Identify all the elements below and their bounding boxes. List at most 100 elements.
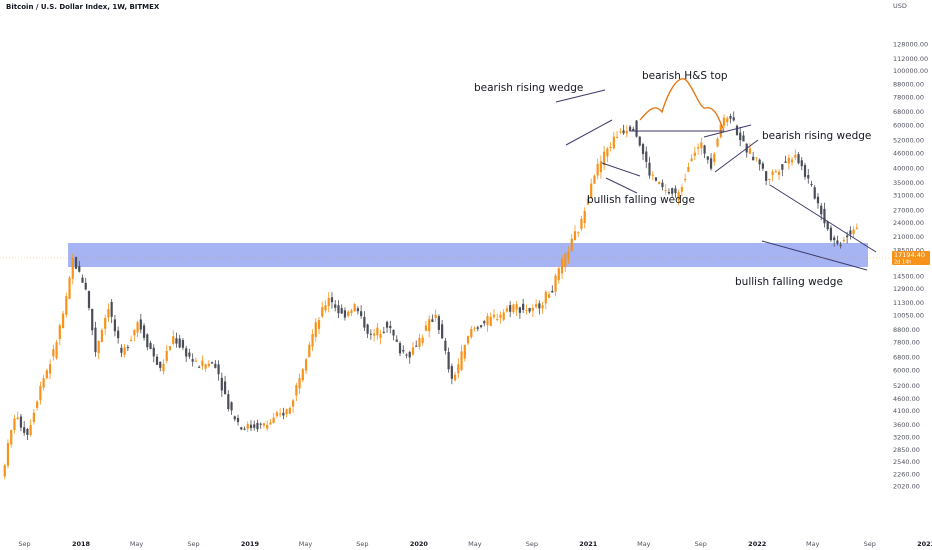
candle-body	[674, 188, 677, 194]
candle-body	[625, 130, 628, 134]
candle-body	[94, 327, 97, 353]
price-tick-label: 27000.00	[893, 206, 924, 214]
candle-body	[667, 191, 671, 194]
candle-body	[839, 244, 842, 246]
candle-body	[32, 412, 35, 423]
candle-body	[661, 182, 664, 188]
candle-body	[405, 354, 408, 356]
candle-body	[580, 218, 583, 229]
candle-body	[781, 164, 784, 170]
last-price-badge	[892, 251, 930, 265]
candle-body	[833, 237, 836, 241]
candle-body	[466, 336, 470, 344]
candle-body	[133, 329, 136, 336]
price-tick-label: 3200.00	[893, 434, 920, 442]
candle-body	[735, 125, 739, 135]
candle-body	[554, 275, 557, 292]
candle-body	[609, 146, 612, 148]
candle-body	[586, 199, 590, 205]
annotation-label: bullish falling wedge	[735, 276, 843, 288]
candle-body	[505, 308, 509, 312]
candle-body	[71, 257, 74, 279]
price-tick-label: 128000.00	[893, 41, 928, 49]
candle-body	[654, 177, 658, 181]
candle-body	[855, 227, 858, 229]
candle-body	[525, 310, 528, 312]
candle-body	[797, 154, 800, 164]
time-tick-label: May	[130, 540, 144, 548]
candle-body	[91, 308, 94, 331]
candle-body	[463, 344, 466, 359]
candle-body	[236, 417, 240, 423]
candle-body	[593, 175, 596, 184]
candle-body	[301, 369, 304, 381]
candle-body	[460, 351, 463, 370]
candle-body	[249, 424, 253, 429]
candle-body	[693, 152, 696, 156]
candle-body	[337, 305, 340, 314]
candle-body	[538, 303, 541, 309]
candle-body	[366, 324, 369, 334]
candle-body	[104, 318, 107, 329]
price-tick-label: 112000.00	[893, 55, 928, 63]
candle-body	[522, 303, 525, 310]
candle-body	[74, 256, 78, 269]
candle-body	[823, 208, 826, 224]
candle-body	[385, 321, 389, 328]
candle-body	[515, 304, 518, 310]
candle-body	[340, 308, 343, 314]
candle-body	[19, 416, 23, 428]
candle-body	[619, 131, 622, 133]
candle-body	[680, 187, 683, 192]
candle-body	[259, 423, 262, 425]
wedge-1-upper	[555, 89, 606, 103]
price-tick-label: 2540.00	[893, 458, 920, 466]
candle-body	[479, 325, 483, 328]
candle-body	[136, 322, 139, 333]
candle-body	[778, 171, 781, 175]
candle-body	[437, 316, 440, 330]
candle-body	[49, 364, 52, 374]
price-tick-label: 2020.00	[893, 483, 920, 491]
candle-body	[752, 156, 755, 161]
candle-body	[211, 362, 214, 364]
candle-body	[784, 161, 787, 163]
candle-body	[201, 360, 204, 366]
candle-body	[3, 465, 6, 477]
candle-body	[732, 117, 735, 121]
candle-body	[152, 347, 155, 357]
price-tick-label: 31000.00	[893, 192, 924, 200]
candle-body	[369, 333, 372, 335]
candle-body	[774, 171, 777, 173]
candle-body	[253, 424, 256, 428]
candle-body	[23, 427, 26, 433]
candle-body	[117, 330, 120, 339]
price-axis	[890, 0, 932, 550]
candle-body	[87, 291, 91, 308]
price-tick-label: 3600.00	[893, 421, 920, 429]
candle-body	[573, 231, 577, 240]
candle-body	[492, 314, 496, 318]
candle-body	[146, 334, 149, 348]
candle-body	[285, 409, 288, 415]
candle-body	[622, 130, 625, 134]
price-tick-label: 6800.00	[893, 353, 920, 361]
support-zone	[68, 242, 869, 268]
candle-body	[431, 319, 434, 322]
candle-body	[78, 266, 81, 272]
candle-body	[282, 412, 285, 416]
candle-body	[39, 385, 42, 401]
candle-body	[820, 205, 823, 215]
time-tick-label: May	[806, 540, 820, 548]
candle-body	[706, 156, 709, 160]
chart-title: Bitcoin / U.S. Dollar Index, 1W, BITMEX	[6, 3, 160, 11]
price-tick-label: 18500.00	[893, 247, 924, 255]
candle-body	[327, 297, 330, 307]
candle-body	[321, 307, 324, 317]
candle-body	[758, 159, 761, 165]
candle-body	[130, 339, 133, 341]
candle-body	[713, 153, 716, 162]
price-tick-label: 2260.00	[893, 471, 920, 479]
candle-body	[697, 147, 700, 149]
